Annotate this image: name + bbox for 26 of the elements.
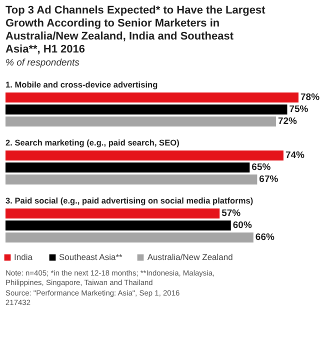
data-label: 75% [289, 104, 309, 115]
bar [6, 174, 258, 184]
y-tick-label: 2. Search marketing (e.g., paid search, SEO) [6, 138, 180, 148]
bar [6, 220, 231, 230]
data-label: 60% [232, 220, 252, 231]
data-label: 67% [259, 174, 279, 185]
data-label: 72% [278, 116, 298, 127]
data-label: 66% [255, 232, 275, 243]
legend-label: India [14, 252, 34, 262]
bar [6, 208, 220, 218]
chart-subtitle: % of respondents [6, 58, 80, 68]
y-tick-label: 1. Mobile and cross-device advertising [6, 80, 158, 90]
legend-label: Southeast Asia** [59, 252, 122, 262]
data-label: 78% [300, 92, 320, 103]
data-label: 57% [222, 208, 242, 219]
bar [6, 92, 298, 102]
y-tick-label: 3. Paid social (e.g., paid advertising on social media platforms) [6, 196, 254, 206]
chart-title: Top 3 Ad Channels Expected* to Have the Largest Growth According to Senior Marketers in Australia/New Zealand, India and Southeast Asia**, H1 2016 [6, 4, 266, 56]
bar [6, 116, 276, 126]
bar [6, 104, 288, 114]
data-label: 74% [285, 150, 306, 161]
bar [6, 162, 250, 172]
bar [6, 150, 284, 160]
data-label: 65% [252, 162, 272, 173]
legend-label: Australia/New Zealand [147, 252, 233, 262]
bar [6, 232, 254, 242]
